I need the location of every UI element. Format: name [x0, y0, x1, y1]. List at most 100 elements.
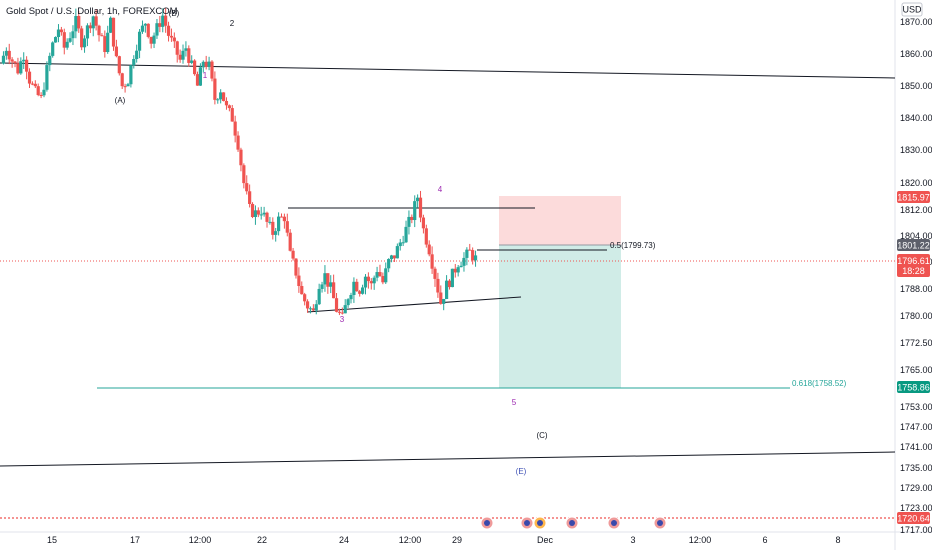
y-tick-label: 1729.00 [900, 483, 932, 493]
candle-body [230, 108, 234, 122]
wave-label-3: 3 [340, 315, 345, 324]
x-tick-label: Dec [537, 535, 554, 545]
x-tick-label: 12:00 [689, 535, 712, 545]
event-icon-center [611, 520, 617, 526]
y-tick-label: 1812.00 [900, 205, 932, 215]
x-tick-label: 15 [47, 535, 57, 545]
y-tick-label: 1723.00 [900, 503, 932, 513]
lower-trendline[interactable] [0, 451, 896, 467]
fib-0618-label: 0.618(1758.52) [792, 379, 847, 388]
candle-body [375, 272, 379, 278]
candle-body [291, 250, 295, 259]
candle-body [355, 281, 359, 292]
candle-body [184, 48, 188, 51]
plot-area[interactable] [0, 0, 895, 532]
candle-body [36, 86, 40, 95]
candle-body [285, 221, 289, 233]
candle-body [369, 281, 373, 284]
candle-body [114, 46, 119, 57]
candle-body [161, 15, 165, 27]
candle-body [366, 276, 370, 282]
candle-body [378, 272, 382, 277]
candle-body [62, 32, 66, 48]
candle-body [248, 191, 252, 204]
candle-body [274, 231, 278, 235]
y-tick-label: 1717.00 [900, 525, 932, 535]
candle-body [68, 38, 72, 42]
candle-body [236, 135, 240, 150]
candle-body [216, 99, 220, 101]
candle-body [1, 55, 6, 64]
candle-body [294, 258, 298, 276]
y-tick-label: 1830.00 [900, 145, 932, 155]
entry-price-badge[interactable] [897, 239, 930, 251]
wave-label-5: 5 [512, 398, 517, 407]
stop-price-label: 1815.97 [897, 193, 930, 203]
candle-body [100, 35, 104, 37]
candle-body [152, 35, 156, 44]
target-price-label: 1758.86 [897, 383, 930, 393]
stop-zone[interactable] [499, 196, 621, 245]
candle-body [303, 294, 307, 302]
target-zone[interactable] [499, 245, 621, 388]
candle-body [195, 74, 200, 86]
candle-body [282, 216, 286, 222]
bottom-price-badge[interactable] [897, 512, 930, 524]
candle-body [265, 212, 269, 222]
candle-body [56, 29, 61, 38]
y-tick-label: 1860.00 [900, 49, 932, 59]
event-icon-center [524, 520, 530, 526]
candle-body [398, 242, 402, 247]
candle-body [317, 288, 321, 305]
candle-body [233, 121, 237, 136]
candle-body [326, 273, 330, 287]
candle-body [413, 201, 417, 221]
candle-body [137, 31, 142, 51]
candle-body [271, 221, 275, 235]
target-price-badge[interactable] [897, 381, 930, 393]
candle-body [129, 65, 133, 85]
candle-body [410, 216, 414, 221]
candle-body [473, 255, 478, 261]
candle-body [140, 25, 145, 32]
candle-body [103, 36, 107, 53]
x-tick-label: 22 [257, 535, 267, 545]
candle-body [352, 281, 356, 295]
candle-body [381, 276, 385, 283]
y-tick-label: 1780.00 [900, 311, 932, 321]
upper-trendline[interactable] [0, 62, 896, 79]
candle-body [268, 221, 272, 223]
last-price-badge[interactable] [897, 254, 930, 277]
candle-body [332, 282, 336, 299]
candle-body [450, 268, 454, 288]
candle-body [456, 267, 460, 273]
candle-body [253, 210, 258, 218]
currency-badge[interactable] [901, 2, 923, 17]
candle-body [314, 304, 318, 311]
candle-body [279, 216, 284, 218]
candle-body [42, 89, 46, 96]
candle-body [300, 286, 304, 295]
last-price-label: 1796.61 [897, 256, 930, 266]
candle-body [94, 16, 98, 26]
candle-body [433, 268, 437, 279]
candle-body [193, 60, 197, 75]
candle-body [387, 259, 391, 269]
candle-body [149, 36, 153, 44]
candle-body [421, 217, 426, 229]
candle-body [181, 50, 185, 60]
candle-body [126, 84, 130, 87]
candle-body [155, 23, 159, 36]
candle-body [407, 216, 411, 227]
candle-body [363, 276, 368, 288]
candle-body [175, 41, 179, 55]
candle-body [219, 92, 223, 100]
stop-price-badge[interactable] [897, 191, 930, 203]
candle-body [442, 299, 446, 304]
candle-body [311, 308, 315, 311]
candle-body [51, 42, 55, 56]
chart-title: Gold Spot / U.S. Dollar, 1h, FOREXCOM [6, 6, 178, 17]
candle-body [53, 37, 58, 43]
candle-body [262, 212, 266, 215]
